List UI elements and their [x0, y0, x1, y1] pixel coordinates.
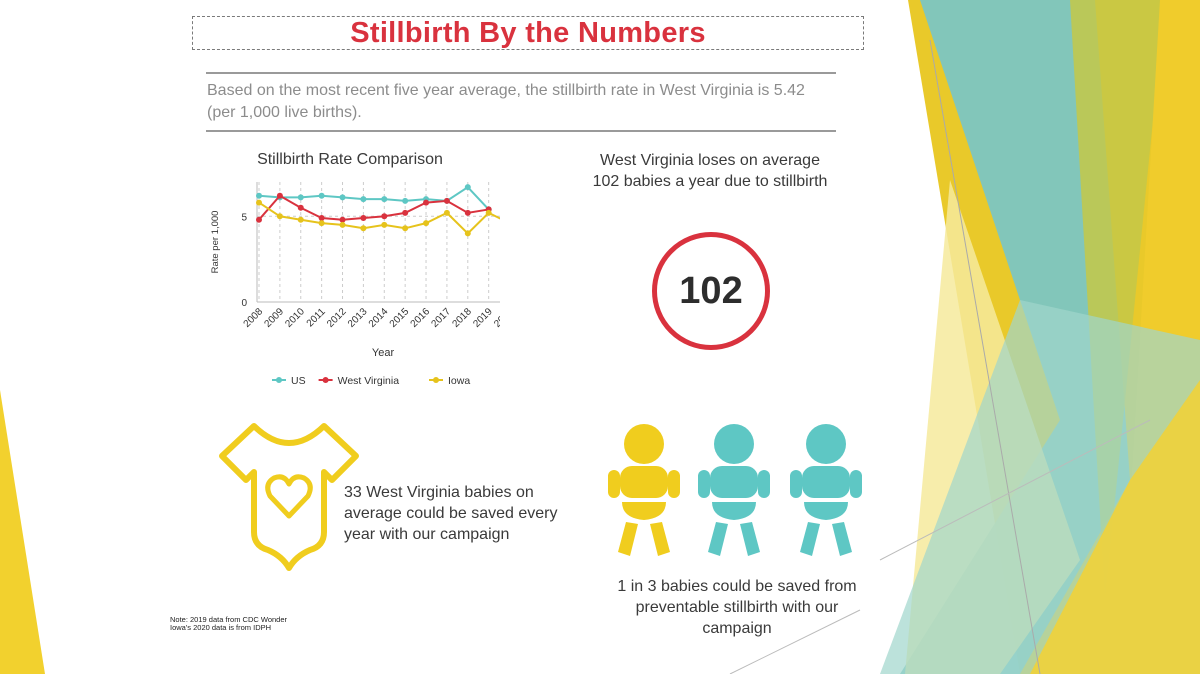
note-line-2: Iowa's 2020 data is from IDPH	[170, 623, 272, 632]
chart-title: Stillbirth Rate Comparison	[257, 151, 443, 168]
baby-icon	[698, 424, 770, 556]
data-note: Note: 2019 data from CDC Wonder Iowa's 2…	[170, 616, 287, 632]
chart-x-tick-label: 2015	[388, 306, 412, 330]
chart-data-point	[318, 220, 325, 227]
chart-data-point	[297, 204, 304, 211]
chart-data-point	[464, 209, 471, 216]
chart-data-point	[256, 216, 262, 223]
chart-x-axis-label: Year	[372, 347, 395, 359]
chart-data-point	[276, 192, 283, 199]
chart-data-point	[360, 196, 367, 203]
chart-x-tick-label: 2009	[262, 306, 286, 330]
chart-y-axis-label: Rate per 1,000	[210, 211, 221, 274]
legend-swatch-marker	[276, 377, 282, 383]
chart-data-point	[381, 213, 388, 220]
bottom-divider	[206, 130, 836, 132]
chart-x-tick-label: 2017	[430, 306, 454, 330]
stat-circle: 102	[652, 232, 770, 350]
chart-y-tick-label: 0	[241, 298, 247, 309]
baby-icon	[790, 424, 862, 556]
chart-x-tick-label: 2019	[471, 306, 495, 330]
chart-data-point	[381, 221, 388, 228]
legend-label: US	[291, 375, 306, 387]
legend-swatch-marker	[322, 377, 329, 383]
chart-data-point	[402, 209, 409, 216]
chart-x-tick-label: 2008	[242, 306, 266, 330]
onesie-heart-icon	[219, 423, 359, 571]
chart-series-line	[258, 201, 500, 235]
chart-x-tick-label: 2020	[492, 306, 500, 330]
chart-data-point	[402, 197, 409, 204]
chart-series-line	[258, 185, 490, 211]
wv-loss-text: West Virginia loses on average 102 babie…	[592, 152, 828, 190]
chart-data-point	[443, 197, 450, 204]
chart-series-line	[258, 194, 489, 221]
chart-data-point	[360, 215, 367, 221]
chart-data-point	[318, 192, 325, 199]
chart-data-point	[297, 194, 304, 201]
chart-data-point	[339, 194, 346, 201]
chart-data-point	[423, 220, 430, 227]
stat-number: 102	[679, 269, 743, 312]
chart-x-tick-label: 2011	[305, 306, 328, 329]
onesie-text: 33 West Virginia babies on average could…	[344, 484, 558, 543]
stillbirth-rate-chart: Stillbirth Rate Comparison 0 5 Rate per 1,0…	[210, 151, 500, 387]
chart-data-point	[464, 184, 471, 191]
legend-label: West Virginia	[338, 375, 400, 387]
chart-data-point	[276, 213, 283, 220]
chart-data-point	[485, 209, 492, 216]
chart-data-point	[423, 199, 430, 206]
chart-data-point	[360, 225, 367, 232]
legend-label: Iowa	[448, 375, 470, 387]
chart-data-point	[256, 199, 262, 206]
chart-x-tick-label: 2013	[346, 306, 370, 330]
note-line-1: Note: 2019 data from CDC Wonder	[170, 615, 288, 624]
chart-data-point	[256, 192, 262, 199]
chart-data-point	[297, 216, 304, 223]
chart-data-point	[381, 196, 388, 203]
title-box: Stillbirth By the Numbers	[192, 16, 864, 50]
chart-x-tick-label: 2018	[450, 306, 474, 330]
chart-x-tick-label: 2014	[367, 306, 391, 330]
baby-icon	[608, 424, 680, 556]
chart-data-point	[464, 230, 471, 237]
chart-x-tick-label: 2016	[409, 306, 433, 330]
babies-text: 1 in 3 babies could be saved from preven…	[617, 578, 857, 637]
babies-illustration	[608, 424, 862, 556]
chart-data-point	[339, 221, 346, 228]
chart-data-point	[443, 209, 450, 216]
chart-y-tick-label: 5	[241, 212, 247, 223]
chart-data-point	[402, 225, 409, 232]
intro-text: Based on the most recent five year avera…	[207, 82, 805, 121]
chart-x-tick-label: 2012	[325, 306, 349, 330]
chart-data-point	[339, 216, 346, 223]
legend-swatch-marker	[433, 377, 439, 383]
page-title: Stillbirth By the Numbers	[350, 16, 706, 49]
chart-x-tick-label: 2010	[283, 306, 307, 330]
chart-data-point	[318, 215, 325, 221]
top-divider	[206, 72, 836, 74]
